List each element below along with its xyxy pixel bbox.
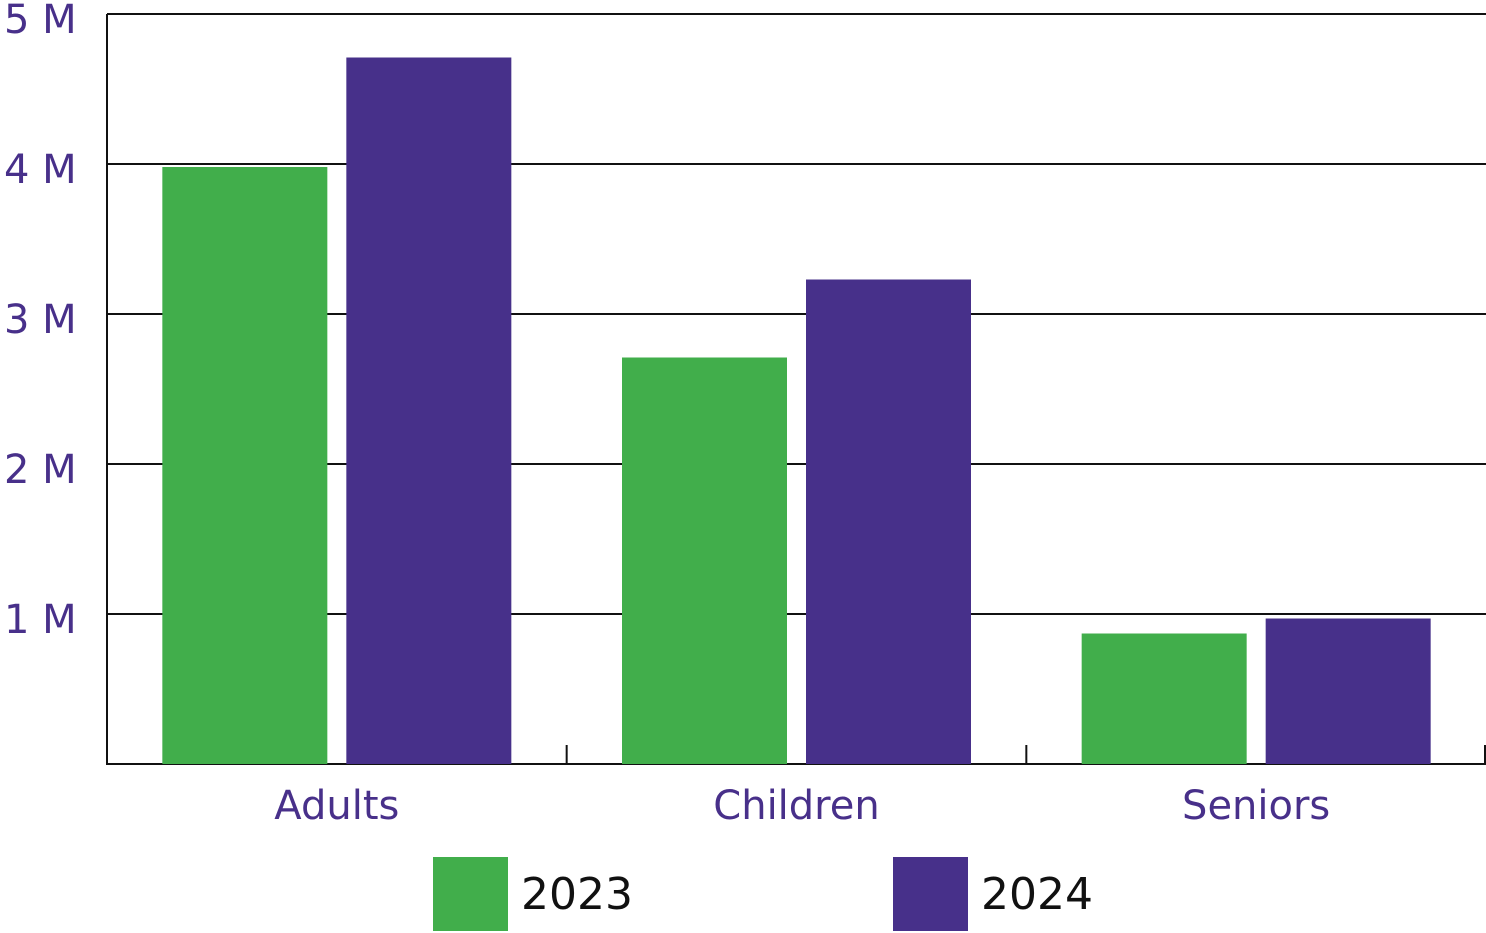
legend-label: 2024: [981, 869, 1093, 920]
y-tick-label: 1 M: [4, 597, 77, 643]
bar: [806, 279, 971, 764]
y-tick-label: 2 M: [4, 447, 77, 493]
bar: [1265, 618, 1431, 764]
legend-swatch: [433, 857, 508, 931]
y-tick-label: 5 M: [4, 0, 77, 43]
bar: [162, 167, 328, 764]
legend-label: 2023: [521, 869, 633, 920]
legend-swatch: [893, 857, 968, 931]
bar: [1081, 633, 1247, 764]
x-tick-label: Children: [713, 783, 879, 829]
x-tick-label: Adults: [274, 783, 399, 829]
y-tick-label: 4 M: [4, 147, 77, 193]
bar: [346, 57, 512, 764]
y-tick-label: 3 M: [4, 297, 77, 343]
bar: [622, 357, 787, 764]
x-tick-label: Seniors: [1182, 783, 1330, 829]
